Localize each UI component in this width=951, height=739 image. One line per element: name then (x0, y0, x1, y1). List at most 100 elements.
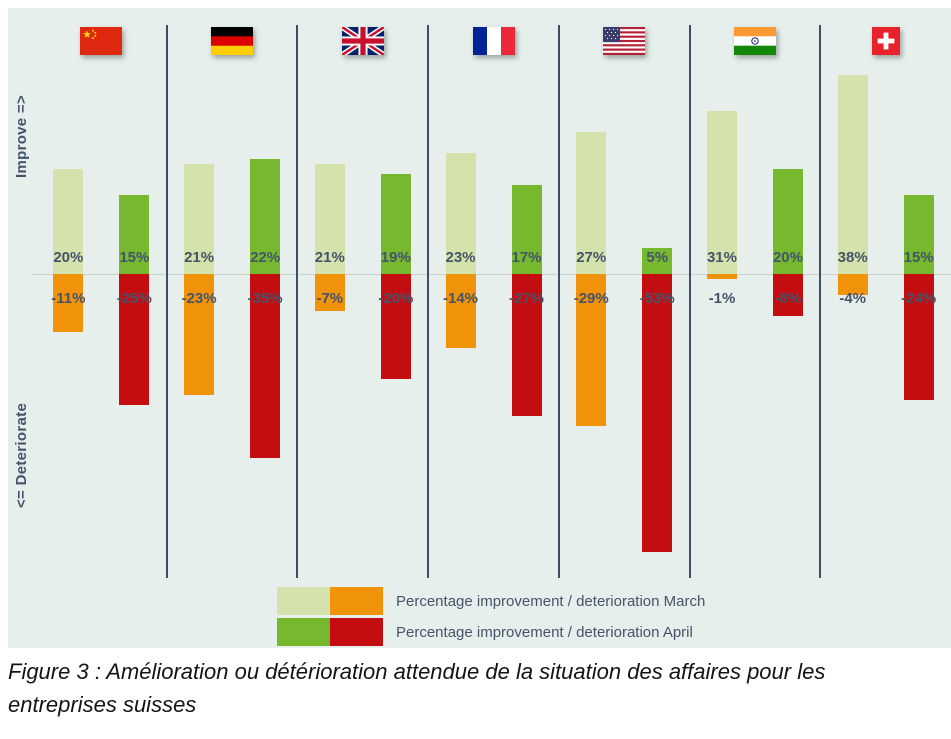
deteriorate-bar-april (642, 274, 673, 553)
improve-bar-march (837, 74, 868, 274)
country-group-france: 23% -14% 17% -27% (428, 8, 560, 648)
deteriorate-bar-april (772, 274, 803, 316)
improve-bar-april (511, 184, 542, 274)
legend-swatch (330, 618, 383, 646)
improve-value-label: 5% (646, 249, 669, 266)
deteriorate-value-label: -4% (839, 290, 867, 307)
bar-pair-uk-april: 19% -20% (378, 8, 413, 648)
legend-row-april: Percentage improvement / deterioration A… (277, 618, 705, 646)
deteriorate-bar-march (314, 274, 345, 311)
improve-value-label: 38% (837, 249, 868, 266)
bar-pair-germany-april: 22% -35% (248, 8, 283, 648)
bar-group: 21% -23% 22% -35% (167, 8, 298, 648)
deteriorate-bar-march (576, 274, 607, 427)
deteriorate-bar-march (184, 274, 215, 395)
zero-axis-line (32, 274, 951, 275)
deteriorate-value-label: -8% (774, 290, 802, 307)
improve-bar-april (903, 195, 934, 274)
improve-value-label: 27% (576, 249, 607, 266)
deteriorate-value-label: -20% (378, 290, 414, 307)
bar-pair-india-april: 20% -8% (773, 8, 803, 648)
improve-bar-march (576, 132, 607, 274)
improve-bar-march (445, 153, 476, 274)
improve-bar-april (642, 247, 673, 274)
legend-label: Percentage improvement / deterioration M… (396, 592, 706, 610)
improve-value-label: 20% (53, 249, 84, 266)
improve-bar-march (314, 163, 345, 274)
figure-caption: Figure 3 : Amélioration ou détérioration… (8, 659, 826, 717)
flag-india-icon (733, 27, 776, 55)
bar-group: 23% -14% 17% -27% (428, 8, 559, 648)
deteriorate-value-label: -11% (51, 290, 86, 307)
flag-france-icon (472, 27, 515, 55)
improve-bar-march (706, 111, 737, 274)
deteriorate-bar-march (837, 274, 868, 295)
bar-group: 27% -29% 5% -53% (559, 8, 690, 648)
deteriorate-value-label: -14% (443, 290, 479, 307)
chart-legend: Percentage improvement / deterioration M… (277, 587, 705, 646)
improve-value-label: 20% (772, 249, 803, 266)
flag-switzerland-icon (871, 27, 900, 55)
country-group-usa: 27% -29% 5% -53% (559, 8, 691, 648)
improve-bar-april (772, 169, 803, 274)
flag-usa-icon (603, 27, 646, 55)
improve-bar-march (184, 163, 215, 274)
bar-pair-china-april: 15% -25% (117, 8, 152, 648)
country-group-china: 20% -11% 15% -25% (36, 8, 168, 648)
improve-value-label: 31% (706, 249, 737, 266)
axis-label-improve: Improve => (13, 94, 30, 178)
chart-panel: Improve => <= Deteriorate 20% -11% 15% -25%… (8, 8, 951, 648)
bar-pair-france-april: 17% -27% (509, 8, 544, 648)
improve-bar-march (53, 169, 84, 274)
bar-group: 21% -7% 19% -20% (297, 8, 428, 648)
deteriorate-value-label: -29% (573, 290, 609, 307)
country-group-switzerland: 38% -4% 15% -24% (820, 8, 951, 648)
deteriorate-value-label: -23% (181, 290, 217, 307)
deteriorate-bar-march (445, 274, 476, 348)
deteriorate-value-label: -27% (509, 290, 545, 307)
improve-value-label: 15% (119, 249, 150, 266)
bar-group: 38% -4% 15% -24% (820, 8, 951, 648)
improve-value-label: 21% (184, 249, 215, 266)
improve-value-label: 19% (380, 249, 411, 266)
chart-groups: 20% -11% 15% -25% 21% -23% 22% -35% 21% -7% 19% -20… (36, 8, 951, 648)
flag-china-icon (80, 27, 123, 55)
country-group-germany: 21% -23% 22% -35% (167, 8, 299, 648)
legend-swatch (330, 587, 383, 615)
bar-group: 31% -1% 20% -8% (690, 8, 821, 648)
improve-bar-april (380, 174, 411, 274)
improve-value-label: 15% (903, 249, 934, 266)
deteriorate-value-label: -53% (639, 290, 675, 307)
deteriorate-value-label: -7% (316, 290, 344, 307)
deteriorate-bar-april (380, 274, 411, 379)
bar-pair-uk-march: 21% -7% (315, 8, 345, 648)
bar-group: 20% -11% 15% -25% (36, 8, 167, 648)
flag-uk-icon (341, 27, 384, 55)
improve-value-label: 17% (511, 249, 542, 266)
improve-value-label: 23% (445, 249, 476, 266)
improve-bar-april (250, 158, 281, 274)
deteriorate-bar-april (511, 274, 542, 416)
bar-pair-usa-april: 5% -53% (640, 8, 675, 648)
bar-pair-germany-march: 21% -23% (182, 8, 217, 648)
bar-pair-china-march: 20% -11% (51, 8, 85, 648)
deteriorate-value-label: -1% (708, 290, 736, 307)
legend-swatch (277, 587, 330, 615)
deteriorate-bar-march (53, 274, 84, 332)
flag-germany-icon (211, 27, 254, 55)
bar-pair-switzerland-april: 15% -24% (901, 8, 936, 648)
deteriorate-bar-march (706, 274, 737, 280)
deteriorate-value-label: -25% (116, 290, 152, 307)
legend-row-march: Percentage improvement / deterioration M… (277, 587, 705, 615)
country-group-uk: 21% -7% 19% -20% (297, 8, 429, 648)
bar-pair-india-march: 31% -1% (707, 8, 737, 648)
improve-bar-april (119, 195, 150, 274)
deteriorate-value-label: -35% (247, 290, 283, 307)
legend-swatch (277, 618, 330, 646)
deteriorate-bar-april (119, 274, 150, 406)
improve-value-label: 21% (314, 249, 345, 266)
legend-label: Percentage improvement / deterioration A… (396, 623, 693, 641)
country-group-india: 31% -1% 20% -8% (690, 8, 822, 648)
bar-pair-switzerland-march: 38% -4% (838, 8, 868, 648)
axis-label-deteriorate: <= Deteriorate (13, 402, 30, 509)
